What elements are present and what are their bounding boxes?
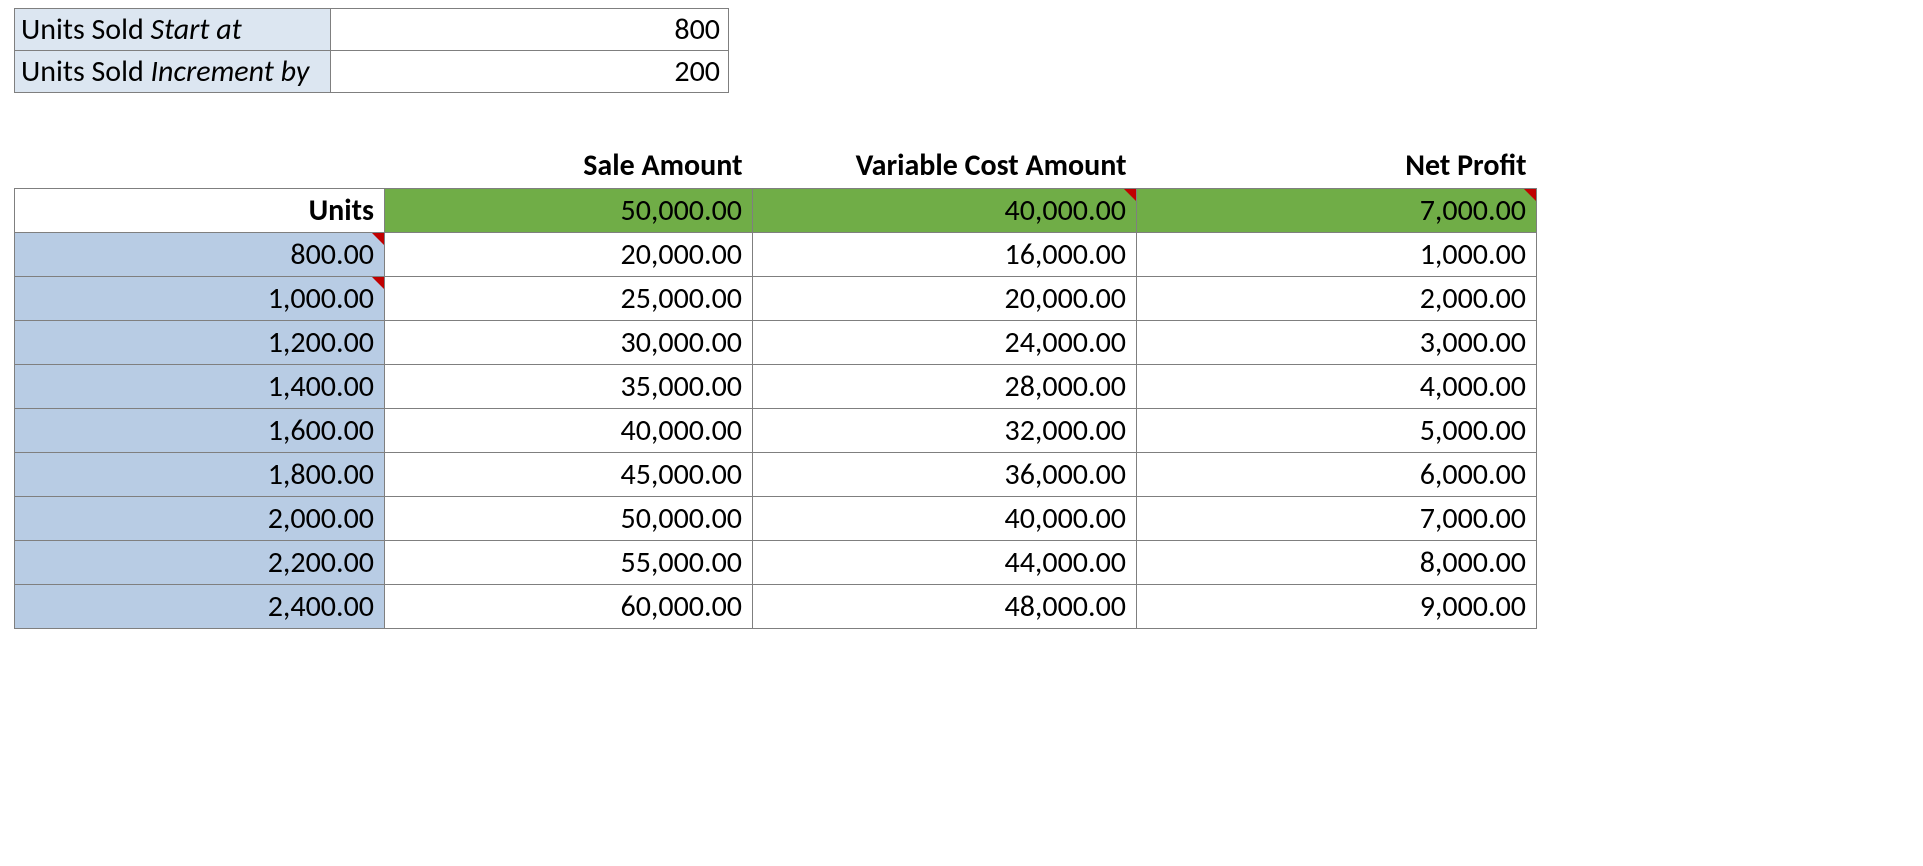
cell-variable[interactable]: 32,000.00	[753, 408, 1137, 452]
comment-indicator-icon	[372, 277, 384, 289]
param-value[interactable]: 200	[331, 51, 729, 93]
cell-units[interactable]: 1,000.00	[15, 276, 385, 320]
param-label[interactable]: Units Sold Increment by	[15, 51, 331, 93]
cell-units[interactable]: 2,200.00	[15, 540, 385, 584]
cell-variable[interactable]: 48,000.00	[753, 584, 1137, 628]
table-row: 1,000.0025,000.0020,000.002,000.00	[15, 276, 1537, 320]
units-column-label[interactable]: Units	[15, 188, 385, 232]
data-table-wrap: Sale Amount Variable Cost Amount Net Pro…	[14, 144, 1537, 629]
parameter-table: Units Sold Start at800Units Sold Increme…	[14, 8, 729, 93]
cell-sale[interactable]: 20,000.00	[385, 232, 753, 276]
param-label-text: Units Sold	[21, 53, 151, 90]
table-row: 1,800.0045,000.0036,000.006,000.00	[15, 452, 1537, 496]
param-label-italic: Start at	[151, 11, 242, 48]
cell-units[interactable]: 2,000.00	[15, 496, 385, 540]
param-label-italic: Increment by	[151, 53, 310, 90]
param-label-text: Units Sold	[21, 11, 151, 48]
cell-profit[interactable]: 8,000.00	[1137, 540, 1537, 584]
cell-variable[interactable]: 16,000.00	[753, 232, 1137, 276]
cell-profit[interactable]: 1,000.00	[1137, 232, 1537, 276]
cell-units[interactable]: 1,200.00	[15, 320, 385, 364]
summary-row: Units 50,000.00 40,000.00 7,000.00	[15, 188, 1537, 232]
cell-profit[interactable]: 7,000.00	[1137, 496, 1537, 540]
table-row: 2,200.0055,000.0044,000.008,000.00	[15, 540, 1537, 584]
cell-units[interactable]: 1,800.00	[15, 452, 385, 496]
cell-units[interactable]: 800.00	[15, 232, 385, 276]
table-row: 1,400.0035,000.0028,000.004,000.00	[15, 364, 1537, 408]
cell-sale[interactable]: 50,000.00	[385, 496, 753, 540]
column-header-row: Sale Amount Variable Cost Amount Net Pro…	[15, 144, 1537, 188]
cell-units[interactable]: 1,400.00	[15, 364, 385, 408]
cell-units[interactable]: 1,600.00	[15, 408, 385, 452]
summary-variable[interactable]: 40,000.00	[753, 188, 1137, 232]
cell-sale[interactable]: 55,000.00	[385, 540, 753, 584]
param-row: Units Sold Increment by200	[15, 51, 729, 93]
cell-profit[interactable]: 9,000.00	[1137, 584, 1537, 628]
cell-variable[interactable]: 36,000.00	[753, 452, 1137, 496]
cell-profit[interactable]: 6,000.00	[1137, 452, 1537, 496]
table-row: 2,000.0050,000.0040,000.007,000.00	[15, 496, 1537, 540]
header-blank	[15, 144, 385, 188]
spreadsheet-canvas: Units Sold Start at800Units Sold Increme…	[0, 0, 1923, 866]
header-profit[interactable]: Net Profit	[1137, 144, 1537, 188]
cell-sale[interactable]: 30,000.00	[385, 320, 753, 364]
cell-variable[interactable]: 20,000.00	[753, 276, 1137, 320]
table-row: 1,200.0030,000.0024,000.003,000.00	[15, 320, 1537, 364]
table-row: 1,600.0040,000.0032,000.005,000.00	[15, 408, 1537, 452]
cell-sale[interactable]: 40,000.00	[385, 408, 753, 452]
comment-indicator-icon	[1124, 189, 1136, 201]
cell-variable[interactable]: 44,000.00	[753, 540, 1137, 584]
table-row: 800.0020,000.0016,000.001,000.00	[15, 232, 1537, 276]
comment-indicator-icon	[372, 233, 384, 245]
summary-profit[interactable]: 7,000.00	[1137, 188, 1537, 232]
comment-indicator-icon	[1524, 189, 1536, 201]
param-value[interactable]: 800	[331, 9, 729, 51]
cell-profit[interactable]: 3,000.00	[1137, 320, 1537, 364]
cell-variable[interactable]: 28,000.00	[753, 364, 1137, 408]
param-row: Units Sold Start at800	[15, 9, 729, 51]
data-table: Sale Amount Variable Cost Amount Net Pro…	[14, 144, 1537, 629]
cell-units[interactable]: 2,400.00	[15, 584, 385, 628]
cell-profit[interactable]: 2,000.00	[1137, 276, 1537, 320]
cell-profit[interactable]: 4,000.00	[1137, 364, 1537, 408]
summary-sale[interactable]: 50,000.00	[385, 188, 753, 232]
cell-variable[interactable]: 24,000.00	[753, 320, 1137, 364]
cell-sale[interactable]: 60,000.00	[385, 584, 753, 628]
cell-sale[interactable]: 25,000.00	[385, 276, 753, 320]
header-sale[interactable]: Sale Amount	[385, 144, 753, 188]
param-label[interactable]: Units Sold Start at	[15, 9, 331, 51]
cell-variable[interactable]: 40,000.00	[753, 496, 1137, 540]
table-row: 2,400.0060,000.0048,000.009,000.00	[15, 584, 1537, 628]
header-variable[interactable]: Variable Cost Amount	[753, 144, 1137, 188]
cell-sale[interactable]: 35,000.00	[385, 364, 753, 408]
cell-profit[interactable]: 5,000.00	[1137, 408, 1537, 452]
cell-sale[interactable]: 45,000.00	[385, 452, 753, 496]
